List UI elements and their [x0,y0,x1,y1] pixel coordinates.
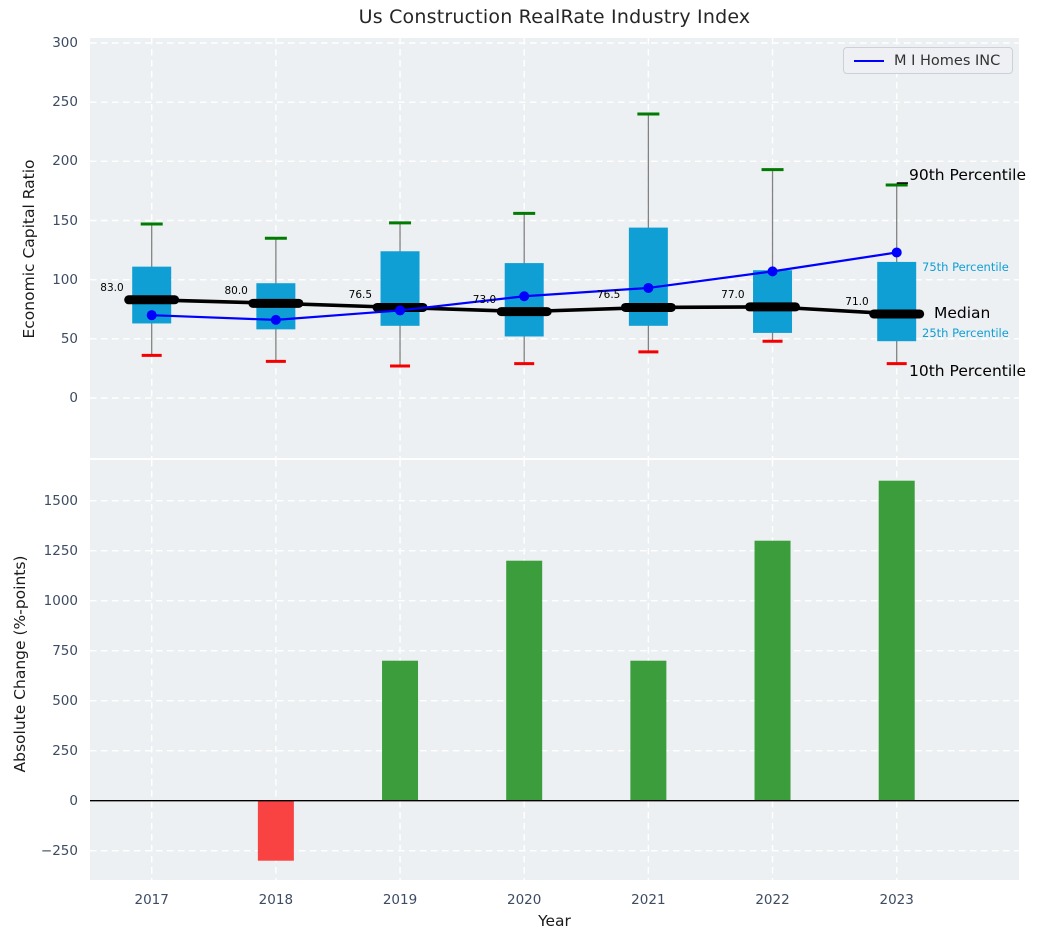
top-y-tick-label: 0 [69,390,78,406]
bottom-y-tick-label: 500 [52,692,78,709]
bottom-y-tick-label: −250 [40,842,78,859]
median-value-label: 73.0 [472,293,497,306]
x-tick-label: 2019 [382,892,418,908]
median-value-label: 80.0 [224,285,248,298]
x-tick-label: 2022 [755,892,790,908]
top-plot-background [90,38,1019,458]
x-tick-label: 2021 [631,892,666,908]
top-y-tick-label: 150 [52,212,78,229]
bar-2022 [754,540,791,801]
median-value-label: 76.5 [596,289,621,302]
median-value-label: 71.0 [845,295,869,308]
median-value-label: 76.5 [348,289,373,302]
bottom-y-tick-label: 750 [52,642,78,659]
x-tick-label: 2018 [258,892,294,908]
bar-2018 [257,800,294,861]
x-tick-label: 2020 [507,892,542,908]
legend-label: M I Homes INC [894,52,1001,69]
bottom-plot-background [90,460,1019,880]
annotation-25th-percentile: 25th Percentile [922,326,1009,340]
x-tick-label: 2017 [134,892,169,908]
bar-2020 [506,560,543,801]
company-marker-2017 [146,310,157,321]
legend-line-sample [854,59,884,62]
annotation-90th-percentile: 90th Percentile [909,166,1027,184]
bar-2019 [382,660,419,801]
bottom-y-tick-label: 0 [69,792,78,809]
median-value-label: 83.0 [100,281,124,294]
bar-2021 [630,660,667,801]
top-y-tick-label: 50 [60,330,78,347]
top-y-tick-label: 300 [52,35,78,51]
top-y-tick-label: 100 [52,271,78,288]
bottom-y-tick-label: 250 [52,742,78,759]
bottom-y-tick-label: 1500 [43,492,78,509]
company-marker-2023 [891,247,902,258]
x-axis-label: Year [538,912,571,930]
company-marker-2021 [643,282,654,293]
median-value-label: 77.0 [721,288,745,301]
annotation-75th-percentile: 75th Percentile [922,260,1009,274]
bottom-y-tick-label: 1000 [43,592,78,609]
annotation-10th-percentile: 10th Percentile [909,362,1027,380]
bar-2023 [878,480,915,801]
iqr-box-2023 [877,261,917,342]
top-y-axis-label: Economic Capital Ratio [20,159,38,339]
company-marker-2018 [270,314,281,325]
x-tick-label: 2023 [879,892,914,908]
top-y-tick-label: 250 [52,94,78,111]
iqr-box-2022 [753,270,793,333]
company-marker-2020 [519,291,530,302]
annotation-median: Median [934,304,991,322]
top-y-tick-label: 200 [52,153,78,170]
company-marker-2022 [767,266,778,277]
company-marker-2019 [395,305,406,316]
legend: M I Homes INC [843,47,1013,74]
chart-title: Us Construction RealRate Industry Index [358,6,751,28]
bottom-y-tick-label: 1250 [43,542,78,559]
